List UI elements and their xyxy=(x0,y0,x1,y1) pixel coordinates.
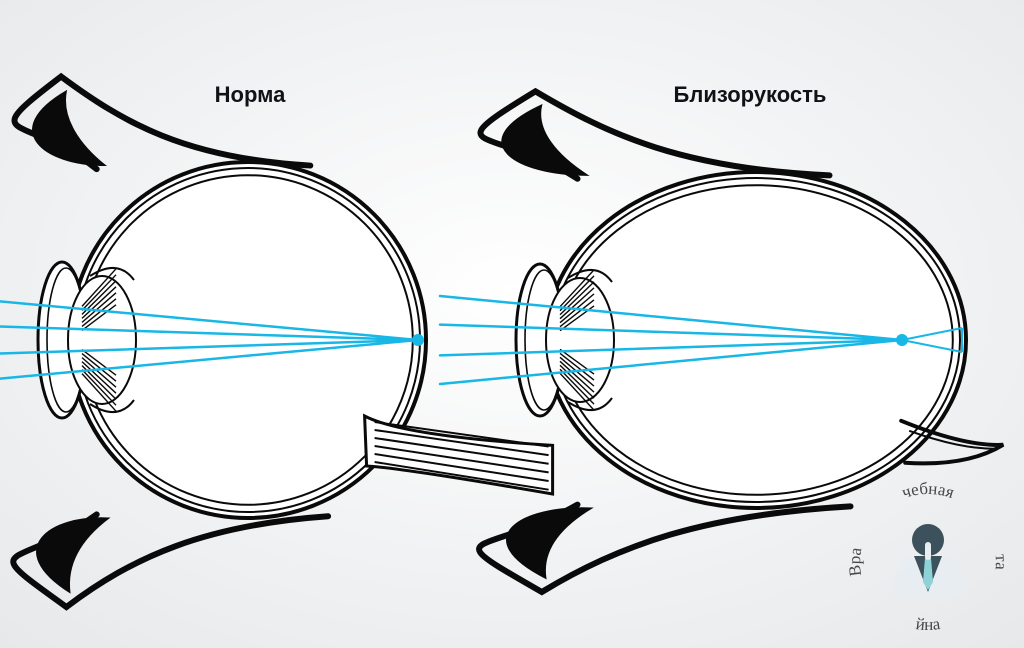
watermark-text-left: Вра xyxy=(845,546,865,577)
lens xyxy=(546,278,614,402)
label-normal: Норма xyxy=(180,82,320,108)
doctor-finger xyxy=(925,542,931,560)
diagram-scene: чебнаяйнаВрата xyxy=(0,0,1024,648)
watermark-text-bottom: йна xyxy=(915,614,942,634)
label-myopia: Близорукость xyxy=(640,82,860,108)
focal-point xyxy=(412,334,424,346)
